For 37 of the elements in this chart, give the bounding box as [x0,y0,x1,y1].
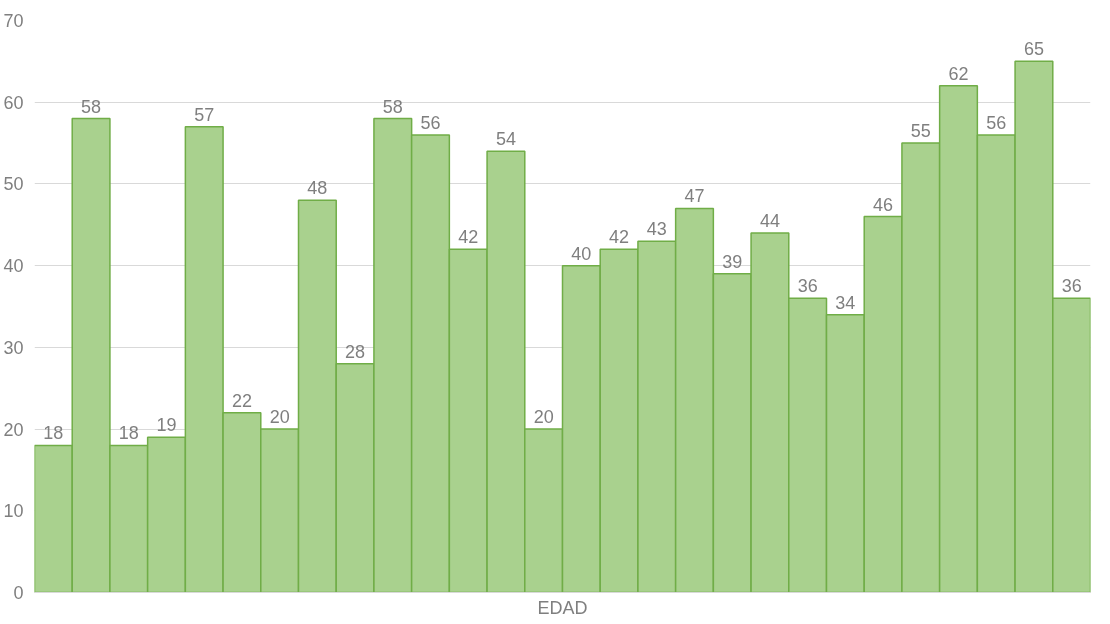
y-tick-label: 50 [3,174,24,195]
data-label: 18 [118,423,139,444]
data-label: 36 [1061,276,1082,297]
data-label: 20 [533,407,554,428]
data-label: 56 [986,112,1007,133]
y-tick-label: 20 [3,419,24,440]
y-tick-label: 0 [13,583,24,603]
data-label: 57 [194,104,215,125]
y-tick-label: 30 [3,337,24,358]
data-label: 40 [571,243,592,264]
data-label: 44 [759,210,780,231]
y-tick-label: 10 [3,501,24,522]
data-label: 42 [458,227,479,248]
data-label: 62 [948,63,969,84]
data-label: 56 [420,112,441,133]
data-label: 20 [269,407,290,428]
data-label: 58 [81,96,102,117]
data-label: 43 [646,219,667,240]
data-label: 46 [873,194,894,215]
x-axis-title: EDAD [537,597,588,618]
y-tick-label: 70 [3,11,24,31]
data-label: 55 [910,121,931,142]
data-label: 36 [797,276,818,297]
y-tick-label: 60 [3,92,24,113]
data-label: 47 [684,186,705,207]
data-label: 54 [495,129,516,150]
data-label: 19 [156,415,177,436]
y-tick-label: 40 [3,256,24,277]
data-label: 34 [835,292,856,313]
data-label: 39 [722,251,743,272]
data-label: 65 [1023,39,1044,60]
data-label: 58 [382,96,403,117]
data-label: 48 [307,178,328,199]
data-label: 42 [609,227,630,248]
data-label: 28 [345,341,366,362]
data-label: 22 [231,390,252,411]
data-label: 18 [43,423,64,444]
